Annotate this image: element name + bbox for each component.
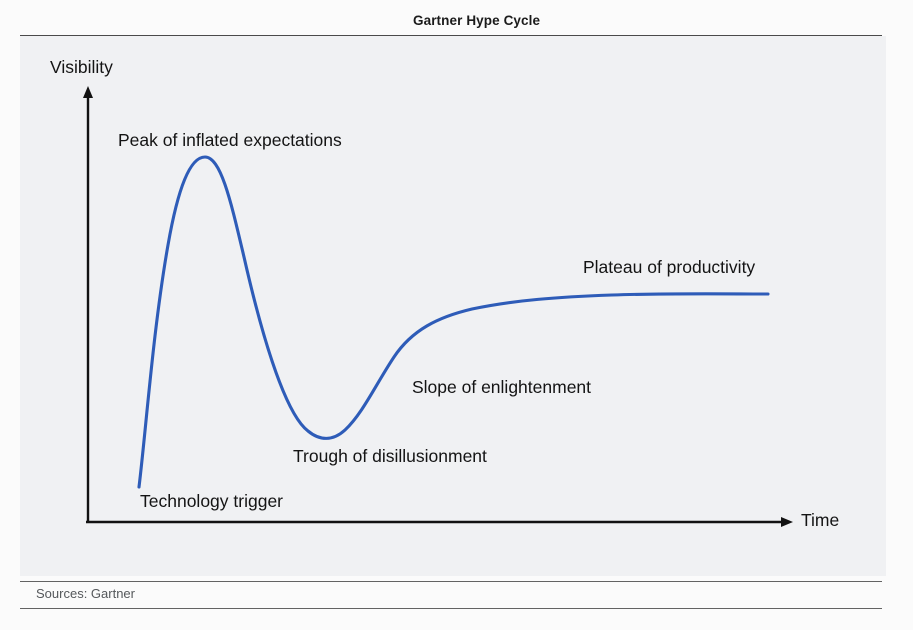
y-axis-label: Visibility	[50, 57, 113, 77]
header-divider	[20, 35, 882, 36]
annotation-trough-of-disillusionment: Trough of disillusionment	[293, 446, 487, 466]
annotation-plateau-of-productivity: Plateau of productivity	[583, 257, 756, 277]
annotation-slope-of-enlightenment: Slope of enlightenment	[412, 377, 592, 397]
sources-note: Sources: Gartner	[36, 586, 135, 601]
x-axis-label: Time	[801, 510, 840, 530]
annotation-peak-of-inflated-expectations: Peak of inflated expectations	[118, 130, 342, 150]
footer-divider-bottom	[20, 608, 882, 609]
footer-divider-top	[20, 581, 882, 582]
chart-title: Gartner Hype Cycle	[413, 13, 541, 28]
annotation-technology-trigger: Technology trigger	[140, 491, 283, 511]
